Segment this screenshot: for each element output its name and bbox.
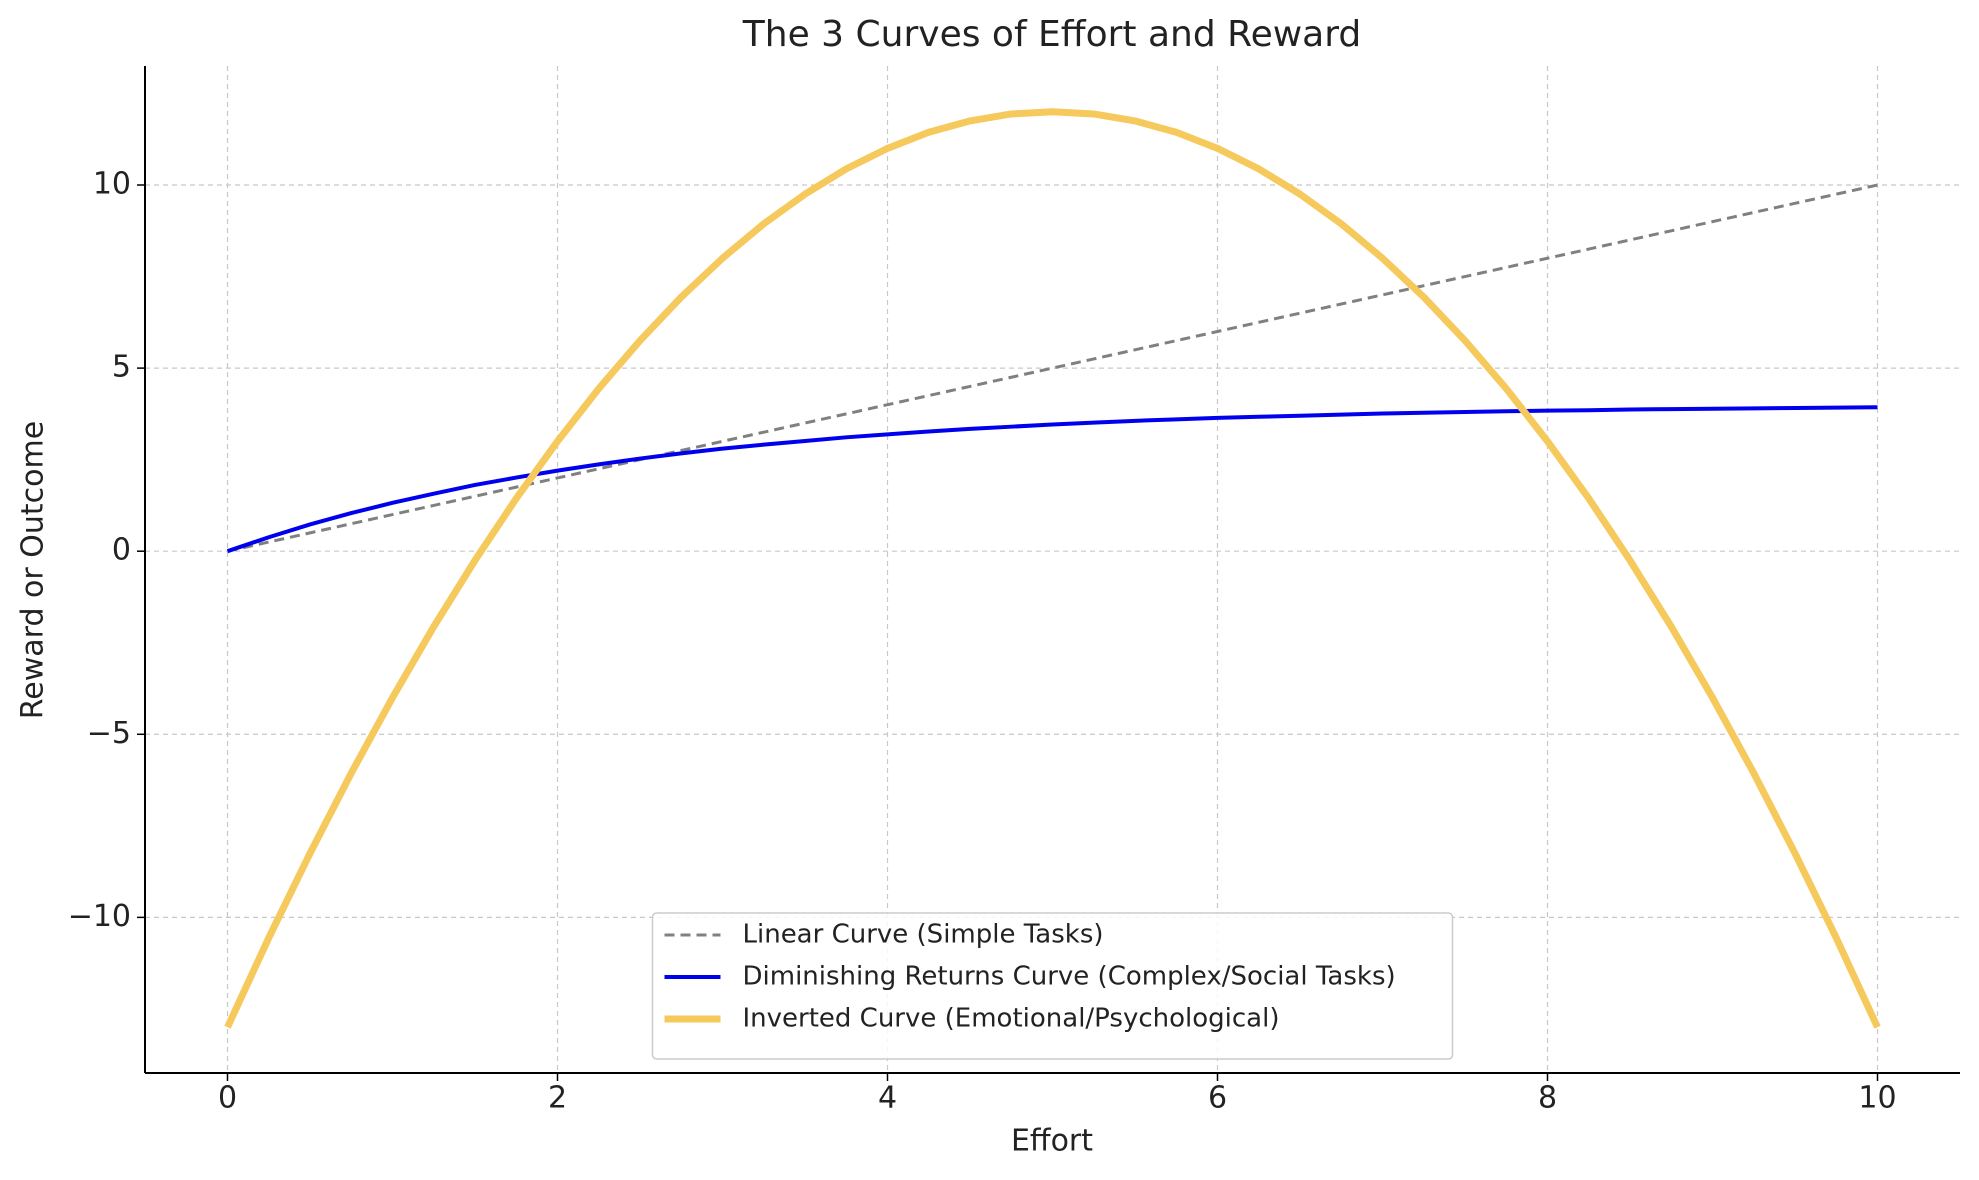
x-tick-label: 4 [878, 1081, 897, 1116]
x-axis-label: Effort [1011, 1124, 1093, 1159]
legend: Linear Curve (Simple Tasks) Diminishing R… [651, 912, 1454, 1060]
chart-title: The 3 Curves of Effort and Reward [742, 14, 1361, 55]
x-tick-label: 6 [1208, 1081, 1227, 1116]
legend-label: Diminishing Returns Curve (Complex/Socia… [743, 962, 1396, 992]
legend-box [651, 912, 1454, 1060]
legend-label: Inverted Curve (Emotional/Psychological) [743, 1004, 1280, 1034]
y-tick-label: 10 [93, 167, 131, 202]
y-tick-label: 0 [112, 533, 131, 568]
legend-label: Linear Curve (Simple Tasks) [743, 920, 1104, 950]
line-series [227, 183, 1878, 553]
y-tick-label: −10 [68, 899, 131, 934]
x-tick-label: 2 [548, 1081, 567, 1116]
y-tick-label: 5 [112, 350, 131, 385]
y-tick-label: −5 [87, 716, 131, 751]
x-tick-label: 10 [1858, 1081, 1896, 1116]
x-tick-label: 8 [1538, 1081, 1557, 1116]
line-series [226, 405, 1878, 554]
x-tick-label: 0 [218, 1081, 237, 1116]
y-axis-label: Reward or Outcome [16, 421, 51, 719]
line-series [224, 108, 1881, 1029]
